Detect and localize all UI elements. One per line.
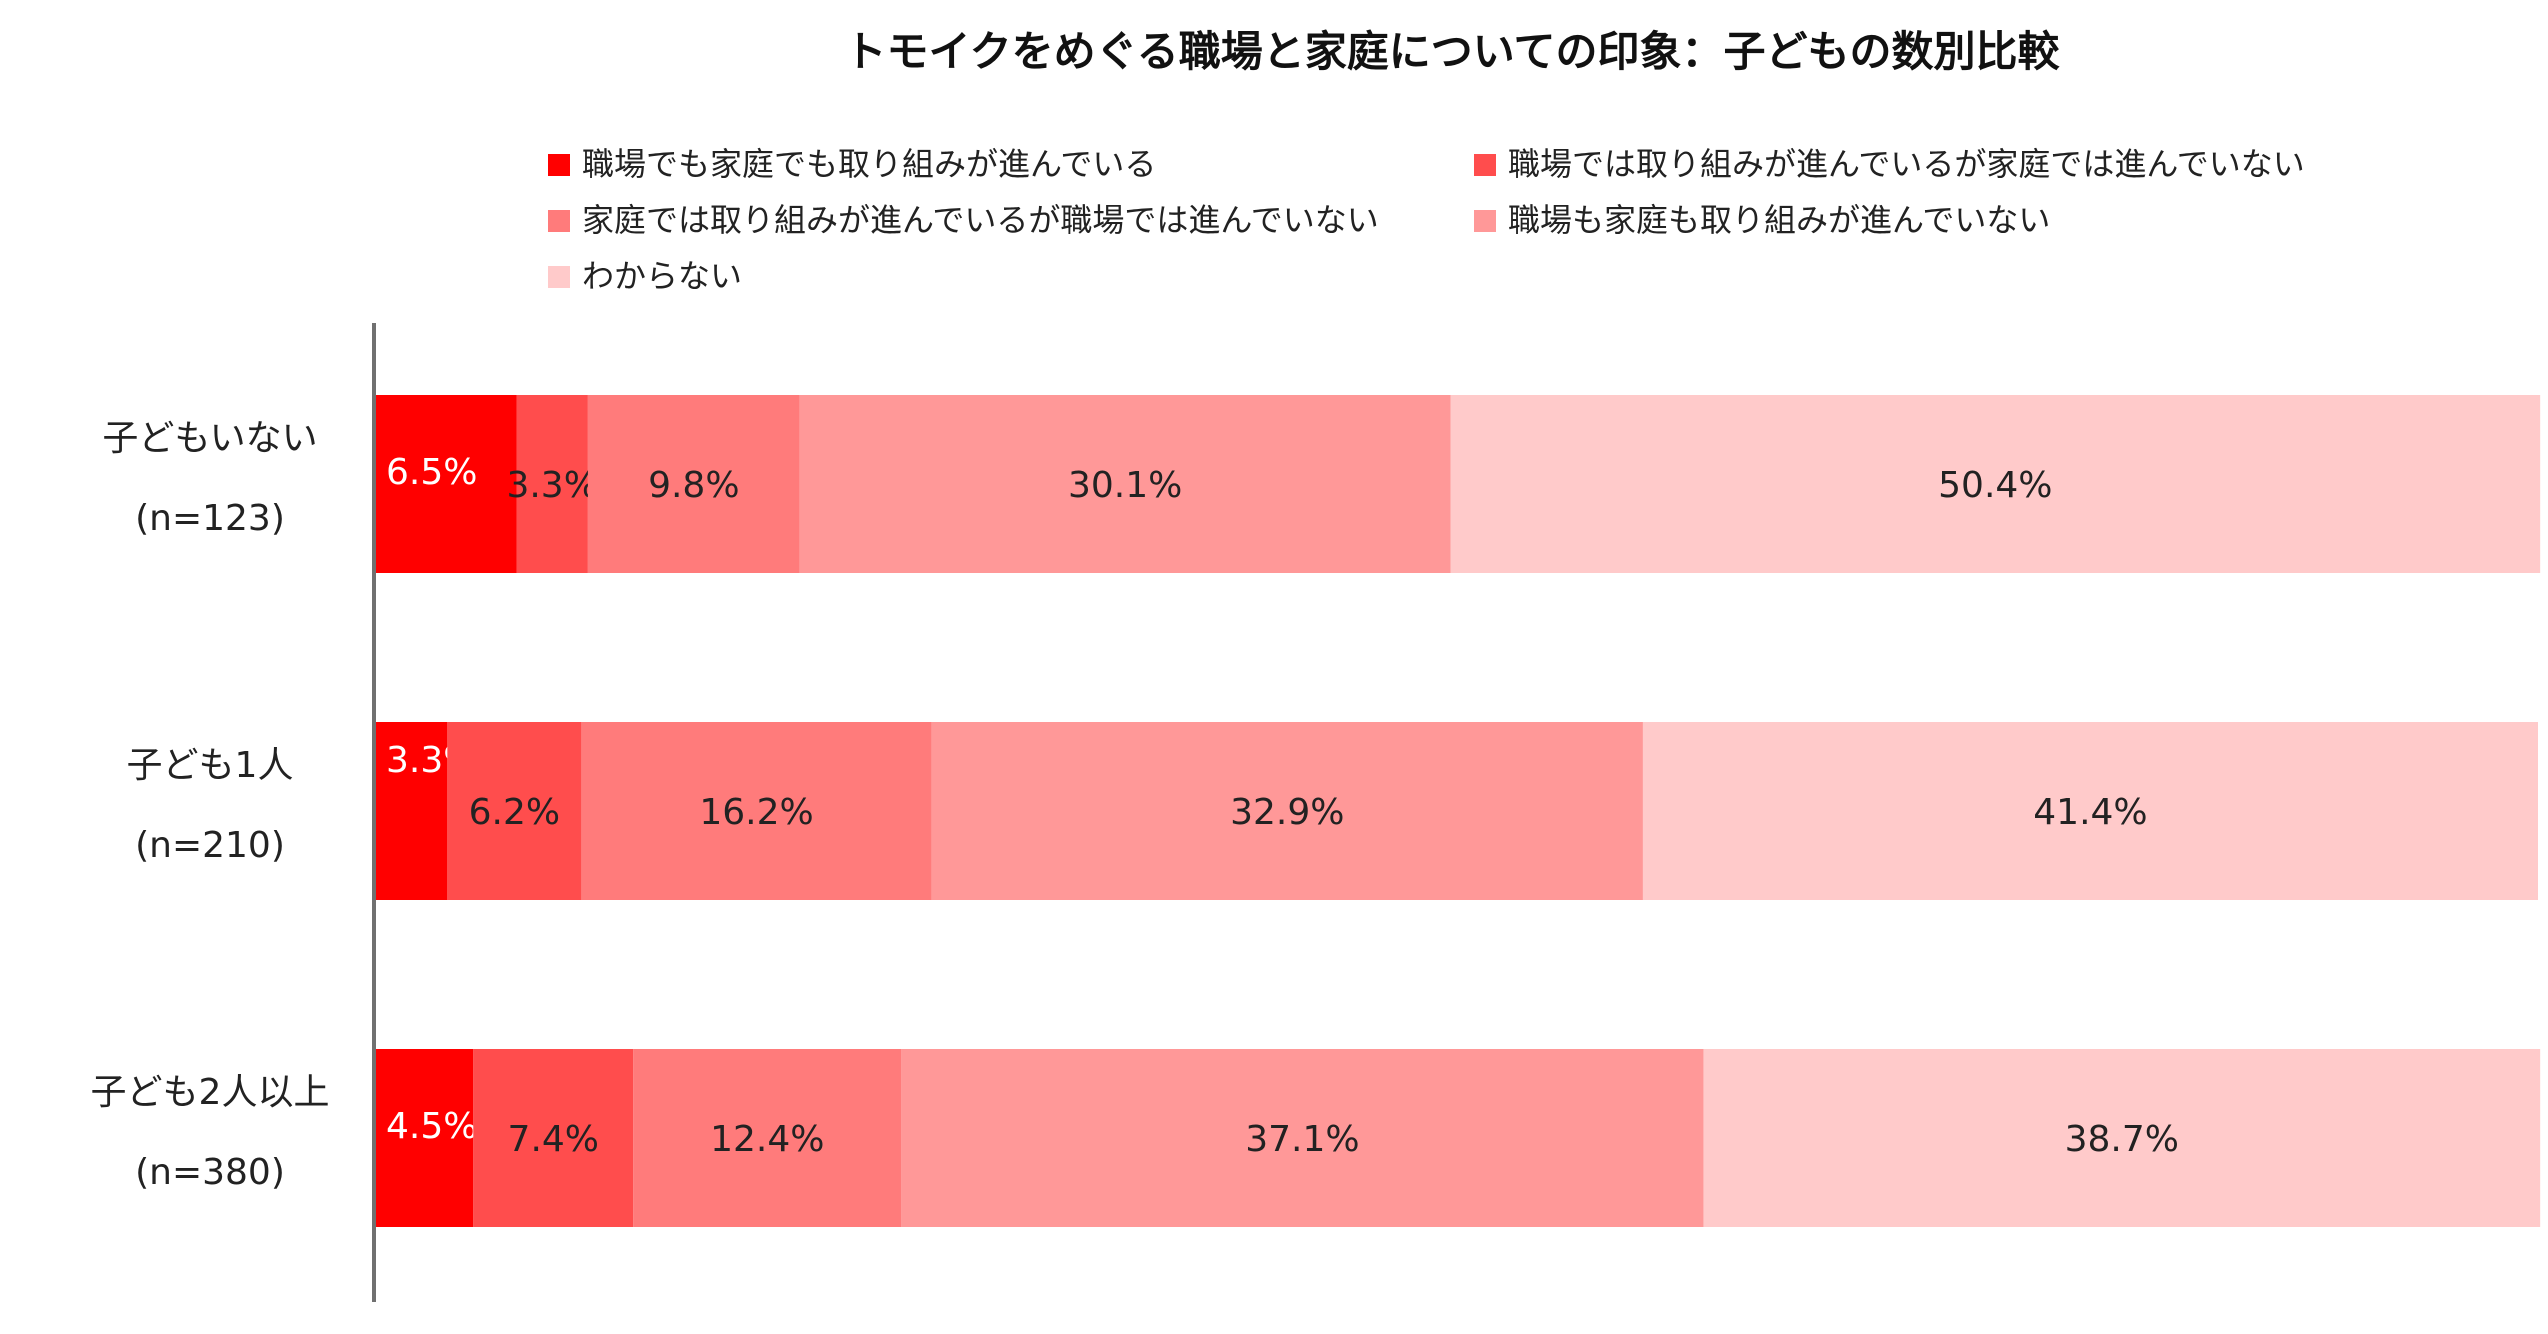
data-label: 50.4% xyxy=(1938,465,2052,506)
legend-item: 職場でも家庭でも取り組みが進んでいる xyxy=(548,145,1156,183)
bar-segment xyxy=(581,722,932,900)
bar-segment xyxy=(1642,722,2538,900)
bar-segment xyxy=(376,1049,474,1227)
bar-segment xyxy=(1703,1049,2541,1227)
data-label: 41.4% xyxy=(2033,792,2147,833)
chart-title: トモイクをめぐる職場と家庭についての印象：子どもの数別比較 xyxy=(844,27,2060,76)
legend-item: 家庭では取り組みが進んでいるが職場では進んでいない xyxy=(548,201,1379,239)
data-label: 30.1% xyxy=(1068,465,1182,506)
bar-row: 4.5% 7.4% 12.4% 37.1% 38.7% xyxy=(376,1049,2541,1227)
legend-item: 職場も家庭も取り組みが進んでいない xyxy=(1474,201,2050,239)
legend-swatch xyxy=(1474,154,1496,176)
legend-label: 職場も家庭も取り組みが進んでいない xyxy=(1508,201,2050,239)
data-label: 4.5% xyxy=(386,1106,477,1147)
legend-swatch xyxy=(548,266,570,288)
category-label: (n=123) xyxy=(135,498,285,539)
bar-segment xyxy=(473,1049,634,1227)
category-label: (n=380) xyxy=(135,1152,285,1193)
legend-swatch xyxy=(548,210,570,232)
legend-label: わからない xyxy=(582,257,742,295)
bar-segment xyxy=(376,722,448,900)
data-label: 7.4% xyxy=(508,1119,599,1160)
data-label: 38.7% xyxy=(2065,1119,2179,1160)
data-label: 3.3% xyxy=(506,465,597,506)
bar-segment xyxy=(901,1049,1704,1227)
category-label: 子どもいない xyxy=(102,418,317,459)
legend-label: 職場では取り組みが進んでいるが家庭では進んでいない xyxy=(1508,145,2305,183)
data-label: 12.4% xyxy=(710,1119,824,1160)
data-label: 6.5% xyxy=(386,452,477,493)
data-label: 9.8% xyxy=(648,465,739,506)
category-label: (n=210) xyxy=(135,825,285,866)
bar-segment xyxy=(376,395,517,573)
bar-segment xyxy=(447,722,582,900)
data-label: 6.2% xyxy=(469,792,560,833)
category-labels: 子どもいない (n=123) 子ども1人 (n=210) 子ども2人以上 (n=380) xyxy=(91,418,330,1193)
bar-segment xyxy=(516,395,588,573)
bar-row: 3.3%6.2% 16.2% 32.9% 41.4% xyxy=(376,722,2538,900)
legend-swatch xyxy=(1474,210,1496,232)
legend-item: 職場では取り組みが進んでいるが家庭では進んでいない xyxy=(1474,145,2305,183)
bar-row: 6.5% 3.3% 9.8% 30.1% 50.4% xyxy=(376,395,2541,573)
bars: 6.5% 3.3% 9.8% 30.1% 50.4%3.3% 6.2% 16.2% 32.9%… xyxy=(376,395,2541,1227)
bar-segment xyxy=(799,395,1451,573)
legend-item: わからない xyxy=(548,257,742,295)
legend-swatch xyxy=(548,154,570,176)
legend-label: 家庭では取り組みが進んでいるが職場では進んでいない xyxy=(582,201,1379,239)
legend: 職場でも家庭でも取り組みが進んでいる 職場では取り組みが進んでいるが家庭では進んで… xyxy=(548,145,2305,295)
data-label: 16.2% xyxy=(699,792,813,833)
data-label: 32.9% xyxy=(1230,792,1344,833)
bar-segment xyxy=(1450,395,2541,573)
data-label: 37.1% xyxy=(1245,1119,1359,1160)
legend-label: 職場でも家庭でも取り組みが進んでいる xyxy=(582,145,1156,183)
bar-segment xyxy=(587,395,800,573)
bar-segment xyxy=(931,722,1643,900)
category-label: 子ども1人 xyxy=(127,745,294,786)
bar-segment xyxy=(633,1049,902,1227)
category-label: 子ども2人以上 xyxy=(91,1072,330,1113)
